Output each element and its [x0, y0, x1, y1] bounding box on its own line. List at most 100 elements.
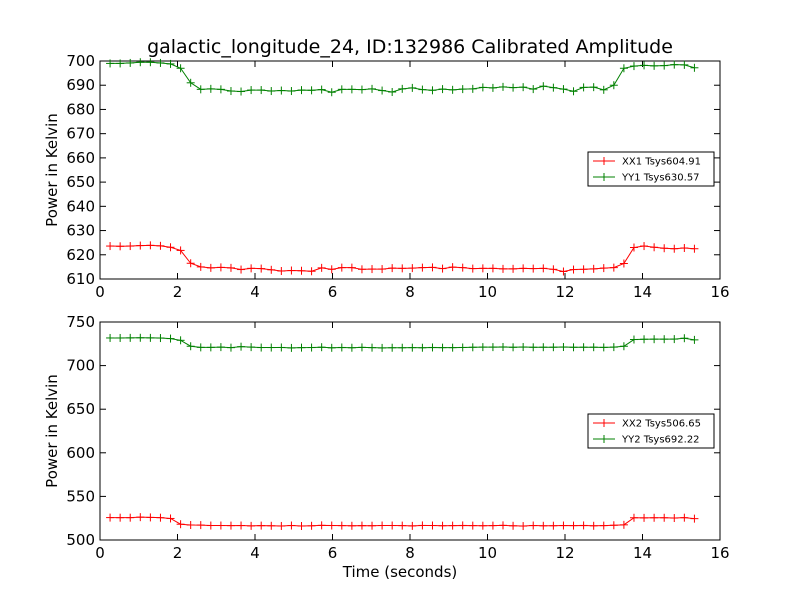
x-tick-label: 6	[328, 283, 338, 301]
data-point	[539, 521, 548, 530]
data-point	[478, 264, 487, 273]
data-point	[126, 513, 135, 522]
data-point	[458, 263, 467, 272]
data-point	[579, 83, 588, 92]
data-point	[629, 243, 638, 252]
bottom-panel: 0 2 4 6 8 10 12 14 16 500 550 600 650 700 750 Power in …	[43, 313, 730, 581]
data-point	[640, 335, 649, 344]
data-point	[529, 85, 538, 94]
data-point	[529, 343, 538, 352]
data-point	[186, 342, 195, 351]
data-point	[599, 85, 608, 94]
data-point	[559, 521, 568, 530]
data-point	[569, 265, 578, 274]
data-point	[509, 83, 518, 92]
data-point	[448, 343, 457, 352]
data-point	[327, 88, 336, 97]
data-point	[690, 514, 699, 523]
data-point	[166, 243, 175, 252]
data-point	[368, 84, 377, 93]
data-point	[368, 265, 377, 274]
data-point	[267, 87, 276, 96]
data-point	[388, 264, 397, 273]
data-point	[216, 521, 225, 530]
data-point	[468, 84, 477, 93]
x-tick-label: 14	[633, 544, 652, 562]
data-point	[226, 263, 235, 272]
data-point	[418, 263, 427, 272]
legend-box	[587, 151, 715, 187]
data-point	[660, 61, 669, 70]
legend-box	[587, 413, 715, 449]
data-point	[337, 521, 346, 530]
data-point	[317, 521, 326, 530]
data-point	[378, 521, 387, 530]
x-tick-label: 10	[478, 544, 497, 562]
data-point	[226, 87, 235, 96]
data-point	[670, 244, 679, 253]
data-point	[378, 265, 387, 274]
y-tick-label: 690	[66, 76, 95, 94]
data-point	[650, 61, 659, 70]
data-point	[166, 334, 175, 343]
data-point	[206, 84, 215, 93]
data-point	[277, 267, 286, 276]
data-point	[398, 521, 407, 530]
data-point	[609, 521, 618, 530]
data-point	[106, 242, 115, 251]
data-point	[529, 264, 538, 273]
data-point	[680, 513, 689, 522]
data-point	[589, 264, 598, 273]
data-point	[559, 85, 568, 94]
data-point	[357, 343, 366, 352]
legend-label: YY2 Tsys692.22	[621, 435, 700, 446]
data-point	[388, 88, 397, 97]
data-point	[629, 335, 638, 344]
x-tick-label: 12	[555, 283, 574, 301]
data-point	[478, 83, 487, 92]
data-point	[519, 264, 528, 273]
data-point	[176, 64, 185, 73]
data-point	[317, 85, 326, 94]
data-point	[237, 87, 246, 96]
data-point	[156, 58, 165, 67]
data-point	[690, 63, 699, 72]
data-point	[267, 521, 276, 530]
y-tick-label: 630	[66, 222, 95, 240]
legend-label: XX1 Tsys604.91	[622, 157, 701, 168]
y-tick-label: 550	[66, 487, 95, 505]
data-point	[307, 86, 316, 95]
data-point	[438, 264, 447, 273]
data-point	[428, 263, 437, 272]
data-point	[609, 343, 618, 352]
data-point	[317, 263, 326, 272]
data-point	[206, 521, 215, 530]
data-point	[509, 521, 518, 530]
data-point	[297, 521, 306, 530]
data-point	[247, 343, 256, 352]
x-tick-label: 6	[328, 544, 338, 562]
data-point	[549, 83, 558, 92]
data-point	[488, 83, 497, 92]
data-point	[126, 333, 135, 342]
data-point	[549, 521, 558, 530]
data-point	[176, 246, 185, 255]
x-tick-label: 4	[250, 283, 260, 301]
data-point	[237, 342, 246, 351]
data-point	[509, 343, 518, 352]
legend-item: YY2 Tsys692.22	[593, 435, 700, 446]
data-point	[660, 244, 669, 253]
data-point	[428, 343, 437, 352]
data-point	[257, 86, 266, 95]
data-point	[428, 521, 437, 530]
data-point	[116, 333, 125, 342]
data-point	[277, 521, 286, 530]
data-point	[186, 78, 195, 87]
data-point	[247, 86, 256, 95]
data-point	[690, 244, 699, 253]
y-tick-label: 700	[66, 52, 95, 70]
data-point	[357, 521, 366, 530]
data-point	[247, 264, 256, 273]
data-point	[670, 514, 679, 523]
data-point	[629, 513, 638, 522]
